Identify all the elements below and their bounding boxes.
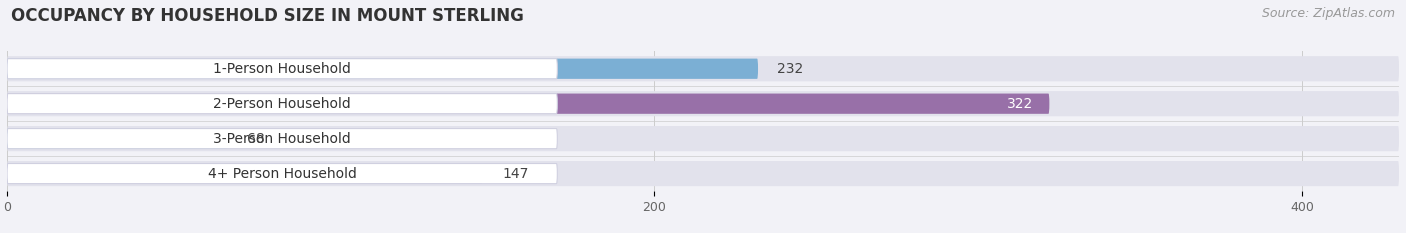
Text: 68: 68 — [246, 132, 264, 146]
FancyBboxPatch shape — [7, 59, 557, 79]
Text: 232: 232 — [778, 62, 804, 76]
FancyBboxPatch shape — [7, 91, 1399, 116]
FancyBboxPatch shape — [7, 56, 1399, 81]
FancyBboxPatch shape — [7, 164, 482, 184]
Text: Source: ZipAtlas.com: Source: ZipAtlas.com — [1261, 7, 1395, 20]
FancyBboxPatch shape — [7, 129, 557, 149]
FancyBboxPatch shape — [7, 59, 758, 79]
Text: 2-Person Household: 2-Person Household — [214, 97, 352, 111]
FancyBboxPatch shape — [7, 161, 1399, 186]
FancyBboxPatch shape — [7, 164, 557, 184]
Text: 147: 147 — [502, 167, 529, 181]
FancyBboxPatch shape — [7, 129, 228, 149]
Text: OCCUPANCY BY HOUSEHOLD SIZE IN MOUNT STERLING: OCCUPANCY BY HOUSEHOLD SIZE IN MOUNT STE… — [11, 7, 524, 25]
FancyBboxPatch shape — [7, 94, 557, 114]
Text: 322: 322 — [1007, 97, 1033, 111]
Text: 4+ Person Household: 4+ Person Household — [208, 167, 357, 181]
FancyBboxPatch shape — [7, 126, 1399, 151]
Text: 1-Person Household: 1-Person Household — [214, 62, 352, 76]
Text: 3-Person Household: 3-Person Household — [214, 132, 352, 146]
FancyBboxPatch shape — [7, 93, 1049, 114]
